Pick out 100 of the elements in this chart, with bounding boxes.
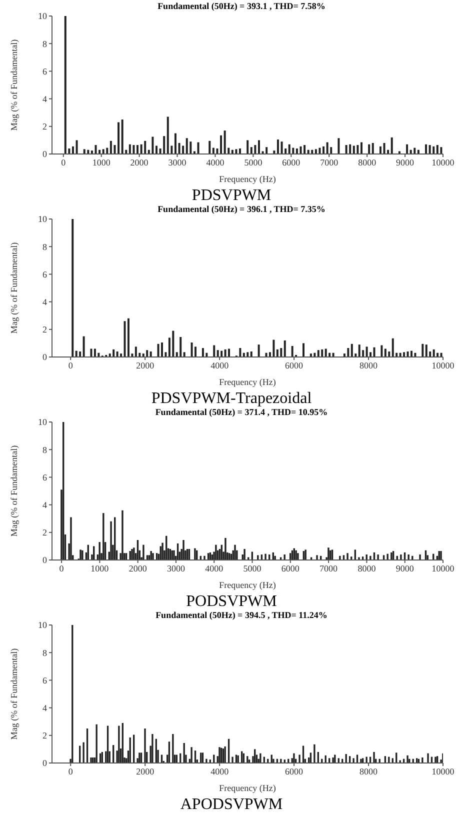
y-tick-label: 2 xyxy=(42,122,47,132)
bar xyxy=(76,140,78,154)
x-tick-label: 1000 xyxy=(92,157,111,168)
bar xyxy=(428,145,431,154)
bar xyxy=(322,146,325,154)
x-tick-label: 10000 xyxy=(432,563,455,574)
bar xyxy=(208,140,211,154)
bar xyxy=(324,348,327,357)
bar xyxy=(373,347,376,357)
bar xyxy=(124,321,126,357)
x-tick-label: 2000 xyxy=(130,157,149,168)
bar xyxy=(193,151,196,154)
bar xyxy=(314,149,317,154)
y-tick-label: 6 xyxy=(42,675,48,686)
x-tick-label: 1000 xyxy=(90,563,110,574)
bar xyxy=(360,142,362,154)
bar xyxy=(432,146,435,154)
bar xyxy=(144,140,146,154)
bar xyxy=(317,350,320,357)
bar xyxy=(202,348,204,357)
bar xyxy=(186,138,188,154)
chart-title: Fundamental (50Hz) = 371.4 , THD= 10.95% xyxy=(154,406,329,418)
bar xyxy=(239,348,242,357)
bar xyxy=(216,148,218,154)
bar xyxy=(64,16,66,154)
y-tick-label: 8 xyxy=(42,38,48,49)
bar xyxy=(280,142,283,154)
bar xyxy=(250,147,252,154)
bar xyxy=(246,352,249,357)
y-tick-label: 6 xyxy=(42,269,48,280)
x-tick-label: 7000 xyxy=(320,157,339,168)
bar xyxy=(174,133,176,154)
bar xyxy=(136,145,139,154)
x-tick-label: 9000 xyxy=(396,157,415,168)
y-tick-label: 0 xyxy=(42,352,48,362)
x-tick-label: 8000 xyxy=(360,766,378,776)
bar xyxy=(379,146,382,154)
bar xyxy=(326,142,328,154)
x-tick-label: 6000 xyxy=(281,563,300,574)
bar xyxy=(72,146,74,154)
bar xyxy=(250,351,252,357)
bar xyxy=(220,135,222,154)
bar xyxy=(302,343,304,357)
bar xyxy=(383,142,386,154)
bar xyxy=(224,130,226,154)
y-tick-label: 4 xyxy=(42,296,48,307)
bar xyxy=(300,146,302,154)
bar xyxy=(338,138,340,154)
bar xyxy=(356,145,359,154)
x-tick-label: 4000 xyxy=(210,360,230,370)
bar xyxy=(403,352,406,357)
bar xyxy=(384,348,386,357)
text: PDSVPWM xyxy=(190,187,272,204)
bar xyxy=(390,137,393,154)
bar xyxy=(352,146,355,154)
bar xyxy=(116,351,118,357)
x-tick-label: 10000 xyxy=(432,360,455,370)
y-tick-label: 8 xyxy=(42,444,48,455)
x-tick-label: 2000 xyxy=(136,766,155,776)
x-tick-label: 8000 xyxy=(358,563,376,574)
bar xyxy=(121,120,124,154)
bar xyxy=(291,346,294,357)
bar xyxy=(183,352,186,357)
bar xyxy=(178,142,180,154)
y-tick-label: 4 xyxy=(42,94,48,104)
bar xyxy=(114,145,116,154)
x-tick-label: 0 xyxy=(68,766,74,776)
bar xyxy=(110,140,112,154)
text: APODSVPWM xyxy=(179,796,284,813)
bar xyxy=(436,145,438,154)
bar xyxy=(94,145,97,154)
x-tick-label: 5000 xyxy=(243,563,262,574)
text: PODSVPWM xyxy=(185,593,278,610)
bar xyxy=(350,344,353,357)
bar xyxy=(128,144,131,154)
x-tick-label: 4000 xyxy=(206,157,225,168)
bar xyxy=(118,122,120,154)
bar xyxy=(146,350,148,357)
bar xyxy=(102,149,104,154)
y-axis-title: Mag (% of Fundamental) xyxy=(9,648,20,740)
bar xyxy=(224,349,226,357)
bar xyxy=(163,136,166,154)
bar xyxy=(425,144,428,154)
bar xyxy=(235,149,238,154)
bar xyxy=(432,349,435,357)
bar xyxy=(258,344,260,357)
x-axis-title: Frequency (Hz) xyxy=(219,174,276,184)
bar xyxy=(246,140,249,154)
x-tick-label: 0 xyxy=(68,360,74,370)
bar xyxy=(157,344,160,357)
bar xyxy=(425,344,428,357)
bar xyxy=(83,149,86,154)
bar xyxy=(213,345,216,357)
chart-title: Fundamental (50Hz) = 393.1 , THD= 7.58% xyxy=(156,0,326,12)
x-tick-label: 3000 xyxy=(166,563,186,574)
bar xyxy=(197,142,200,154)
bar xyxy=(262,151,264,154)
chart-title: Fundamental (50Hz) = 394.5 , THD= 11.24% xyxy=(154,609,328,621)
bar xyxy=(272,340,275,357)
y-axis-title: Mag (% of Fundamental) xyxy=(9,242,20,334)
